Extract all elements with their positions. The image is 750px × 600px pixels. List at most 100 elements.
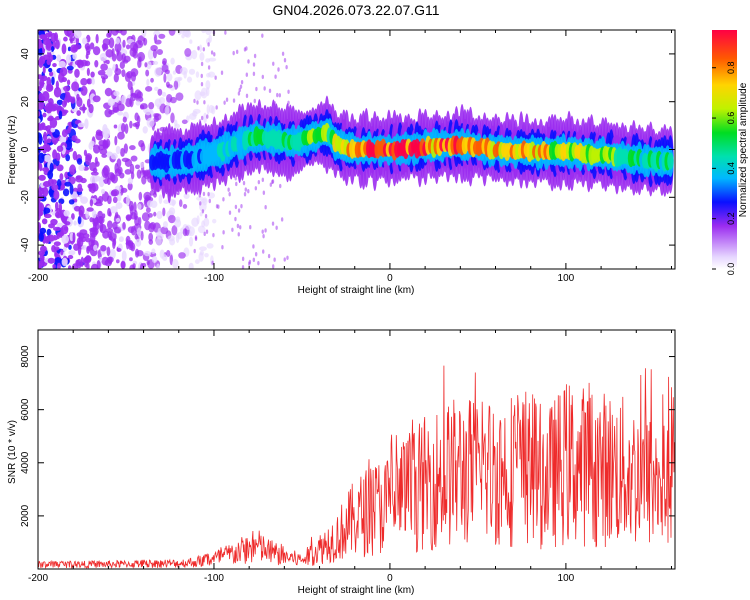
speckle-blob bbox=[278, 93, 282, 98]
speckle-blob bbox=[239, 225, 242, 230]
noise-blob bbox=[42, 112, 47, 118]
noise-blob bbox=[38, 231, 44, 242]
noise-blob bbox=[202, 197, 208, 206]
noise-blob bbox=[92, 227, 99, 236]
ridge-blob bbox=[667, 152, 674, 170]
speckle-blob bbox=[286, 255, 289, 260]
noise-blob bbox=[127, 177, 134, 185]
speckle-blob bbox=[240, 79, 244, 85]
noise-blob bbox=[48, 223, 55, 229]
noise-blob bbox=[137, 203, 142, 210]
noise-blob bbox=[79, 106, 87, 111]
noise-blob bbox=[115, 37, 120, 45]
noise-blob bbox=[205, 58, 211, 63]
speckle-blob bbox=[202, 191, 206, 197]
spectrogram-xtick-label: 100 bbox=[558, 273, 575, 284]
noise-blob bbox=[59, 173, 64, 181]
noise-blob bbox=[61, 224, 69, 235]
noise-blob bbox=[156, 48, 164, 56]
noise-blob bbox=[170, 112, 175, 124]
noise-blob bbox=[46, 58, 51, 66]
noise-blob bbox=[141, 30, 147, 38]
noise-blob bbox=[121, 69, 126, 78]
noise-blob bbox=[116, 30, 123, 34]
noise-blob bbox=[38, 43, 41, 49]
spectrogram-xtick-label: -200 bbox=[28, 273, 48, 284]
noise-blob bbox=[56, 99, 64, 106]
noise-blob bbox=[151, 255, 158, 264]
noise-blob bbox=[146, 117, 155, 128]
noise-blob bbox=[105, 59, 110, 65]
noise-blob bbox=[121, 250, 127, 262]
noise-blob bbox=[106, 246, 111, 257]
speckle-blob bbox=[252, 257, 256, 263]
snr-ytick-label: 4000 bbox=[20, 451, 31, 474]
speckle-blob bbox=[237, 232, 240, 237]
noise-blob bbox=[95, 129, 102, 136]
noise-blob bbox=[168, 30, 176, 36]
speckle-blob bbox=[207, 191, 210, 197]
noise-blob bbox=[111, 53, 117, 62]
noise-blob bbox=[133, 209, 138, 221]
noise-blob bbox=[73, 30, 82, 39]
noise-blob bbox=[120, 123, 126, 133]
colorbar-ticks: 0.0 0.2 0.4 0.6 0.8 bbox=[712, 61, 736, 275]
noise-blob bbox=[69, 164, 76, 176]
speckle-blob bbox=[261, 177, 265, 183]
noise-blob bbox=[51, 103, 59, 111]
noise-blob bbox=[80, 236, 87, 243]
speckle-blob bbox=[202, 47, 206, 52]
noise-blob bbox=[39, 227, 47, 234]
noise-blob bbox=[104, 87, 113, 97]
noise-blob bbox=[60, 249, 64, 256]
noise-blob bbox=[43, 154, 51, 162]
noise-blob bbox=[105, 228, 114, 233]
noise-blob bbox=[123, 59, 129, 64]
speckle-blob bbox=[199, 201, 202, 206]
noise-blob bbox=[51, 45, 55, 52]
speckle-blob bbox=[201, 209, 205, 214]
noise-blob bbox=[69, 37, 75, 42]
noise-blob bbox=[101, 77, 106, 84]
noise-blob bbox=[99, 148, 108, 155]
noise-blob bbox=[118, 236, 124, 243]
noise-blob bbox=[199, 44, 203, 52]
speckle-blob bbox=[217, 204, 220, 209]
speckle-blob bbox=[238, 87, 241, 93]
noise-blob bbox=[63, 85, 71, 92]
noise-blob bbox=[46, 138, 52, 144]
noise-blob bbox=[99, 256, 103, 262]
speckle-blob bbox=[262, 249, 265, 254]
noise-blob bbox=[82, 37, 88, 45]
speckle-blob bbox=[222, 197, 225, 202]
noise-blob bbox=[144, 62, 148, 68]
noise-blob bbox=[85, 209, 90, 219]
speckle-blob bbox=[262, 233, 265, 239]
noise-blob bbox=[73, 220, 77, 226]
colorbar-tick-label: 0.8 bbox=[726, 61, 736, 74]
noise-blob bbox=[204, 252, 209, 258]
noise-blob bbox=[146, 78, 150, 87]
noise-blob bbox=[112, 221, 118, 230]
noise-blob bbox=[85, 53, 89, 60]
noise-blob bbox=[97, 69, 106, 76]
noise-blob bbox=[135, 100, 141, 106]
noise-blob bbox=[154, 67, 162, 77]
colorbar-tick-label: 0.6 bbox=[726, 112, 736, 125]
noise-blob bbox=[129, 257, 133, 262]
noise-blob bbox=[42, 181, 51, 188]
speckle-blob bbox=[200, 61, 204, 67]
noise-blob bbox=[178, 199, 183, 207]
speckle-blob bbox=[225, 97, 229, 102]
noise-blob bbox=[144, 108, 152, 116]
speckle-blob bbox=[200, 115, 204, 121]
noise-blob bbox=[151, 248, 156, 255]
noise-blob bbox=[178, 252, 186, 259]
noise-blob bbox=[120, 260, 126, 269]
noise-blob bbox=[117, 131, 125, 140]
snr-ytick-label: 2000 bbox=[20, 504, 31, 527]
noise-blob bbox=[125, 195, 130, 206]
noise-blob bbox=[61, 257, 68, 267]
noise-blob bbox=[166, 84, 173, 89]
noise-blob bbox=[78, 164, 85, 172]
